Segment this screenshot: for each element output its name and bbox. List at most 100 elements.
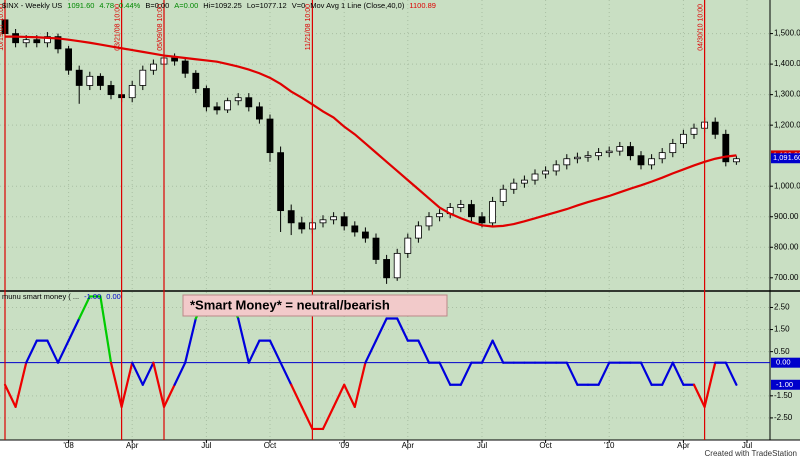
candle-body bbox=[574, 156, 581, 160]
header-text: 1100.89 bbox=[409, 1, 436, 10]
candle-body bbox=[457, 204, 465, 208]
candle-body bbox=[531, 173, 539, 181]
candle-body bbox=[171, 57, 179, 62]
oscillator-segment bbox=[724, 361, 738, 386]
oscillator-segment bbox=[417, 339, 431, 364]
x-tick-label: '08 bbox=[63, 441, 74, 450]
oscillator-segment bbox=[692, 383, 706, 408]
candle-body bbox=[383, 259, 391, 279]
price-tag-label: 1,091.60 bbox=[773, 153, 800, 162]
oscillator-segment bbox=[237, 317, 250, 364]
y-tick-label: 800.00 bbox=[774, 242, 799, 251]
candle-body bbox=[65, 48, 72, 71]
oscillator-segment bbox=[364, 339, 378, 364]
oscillator-segment bbox=[152, 361, 166, 408]
y-tick-label: 1,400.00 bbox=[774, 59, 800, 68]
candle-body bbox=[605, 150, 613, 154]
candle-body bbox=[436, 213, 444, 218]
oscillator-segment bbox=[14, 361, 28, 408]
candle-body bbox=[224, 100, 232, 111]
candle-body bbox=[499, 188, 507, 202]
y-tick-label: 1,500.00 bbox=[774, 29, 800, 38]
candle-body bbox=[139, 69, 147, 86]
oscillator-segment bbox=[268, 339, 282, 364]
candle-body bbox=[319, 219, 327, 224]
candle-body bbox=[192, 72, 200, 89]
event-label: 10/19/07 10:00 bbox=[0, 4, 5, 51]
oscillator-segment bbox=[25, 339, 38, 364]
candle-body bbox=[245, 97, 253, 108]
oscillator-segment bbox=[109, 361, 123, 408]
candle-body bbox=[75, 69, 83, 86]
candle-body bbox=[234, 97, 242, 102]
marks bbox=[1, 0, 740, 440]
candle-body bbox=[277, 152, 285, 212]
event-label: 04/30/10 10:00 bbox=[697, 4, 704, 51]
oscillator-segment bbox=[639, 361, 653, 386]
candle-body bbox=[658, 152, 666, 160]
x-tick-label: '09 bbox=[339, 441, 350, 450]
oscillator-segment bbox=[3, 383, 17, 408]
oscillator-segment bbox=[565, 361, 579, 386]
y-tick-label: 2.50 bbox=[774, 303, 790, 312]
candle-body bbox=[340, 216, 348, 227]
candle-body bbox=[711, 121, 719, 135]
y-tick-label: 1,200.00 bbox=[774, 120, 800, 129]
candle-body bbox=[12, 33, 20, 44]
x-tick-label: Oct bbox=[264, 441, 277, 450]
candle-body bbox=[722, 133, 730, 163]
candle-body bbox=[563, 158, 571, 166]
moving-average bbox=[5, 35, 737, 228]
candle-body bbox=[414, 225, 422, 239]
header-text: 1091.60 bbox=[67, 1, 94, 10]
oscillator-segment bbox=[671, 361, 685, 386]
candle-body bbox=[637, 155, 645, 166]
oscillator-segment bbox=[491, 339, 505, 364]
oscillator-segment bbox=[353, 361, 367, 408]
y-tick-label: 1,300.00 bbox=[774, 90, 800, 99]
candle-body bbox=[181, 60, 189, 74]
oscillator-segment bbox=[184, 317, 197, 364]
oscillator-segment bbox=[480, 339, 494, 364]
candle-body bbox=[54, 36, 62, 50]
candle-body bbox=[266, 118, 274, 154]
candle-body bbox=[393, 252, 401, 279]
candle-body bbox=[97, 75, 104, 86]
header-text: Hi=1092.25 bbox=[203, 1, 242, 10]
candle-body bbox=[22, 39, 30, 44]
x-tick-label: Oct bbox=[539, 441, 552, 450]
marker-label: 0.00 bbox=[776, 358, 791, 367]
annotation: *Smart Money* = neutral/bearish bbox=[190, 297, 390, 312]
candle-body bbox=[44, 36, 51, 44]
candle-body bbox=[86, 75, 94, 86]
oscillator-segment bbox=[321, 405, 335, 431]
y-tick-label: 0.50 bbox=[774, 347, 790, 356]
oscillator-segment bbox=[300, 405, 314, 431]
event-label: 03/21/08 10:00 bbox=[114, 4, 121, 51]
marker-tag bbox=[771, 357, 800, 368]
oscillator-segment bbox=[78, 295, 91, 320]
header-text: $INX - Weekly US bbox=[2, 1, 62, 10]
header-text: 4.78 bbox=[99, 1, 114, 10]
candle-body bbox=[128, 85, 136, 99]
event-label: 11/21/08 10:00 bbox=[305, 4, 312, 50]
oscillator-segment bbox=[141, 361, 155, 386]
marker-label: -1.00 bbox=[776, 380, 793, 389]
candle-body bbox=[149, 63, 157, 71]
candle-body bbox=[595, 152, 602, 157]
oscillator-segment bbox=[67, 317, 81, 342]
chart-background bbox=[0, 0, 800, 440]
y-tick-label: 1,000.00 bbox=[774, 181, 800, 190]
footer: Created with TradeStation bbox=[705, 449, 798, 458]
y-tick-label: 900.00 bbox=[774, 212, 799, 221]
annotation-box bbox=[182, 294, 448, 317]
oscillator-segment bbox=[131, 361, 144, 386]
candle-body bbox=[107, 85, 115, 96]
oscillator-segment bbox=[56, 339, 70, 364]
candle-body bbox=[330, 216, 338, 221]
candle-body bbox=[510, 182, 518, 190]
oscillator-segment bbox=[396, 317, 409, 342]
candle-body bbox=[361, 231, 369, 239]
grid bbox=[0, 0, 770, 440]
oscillator-segment bbox=[120, 361, 134, 408]
